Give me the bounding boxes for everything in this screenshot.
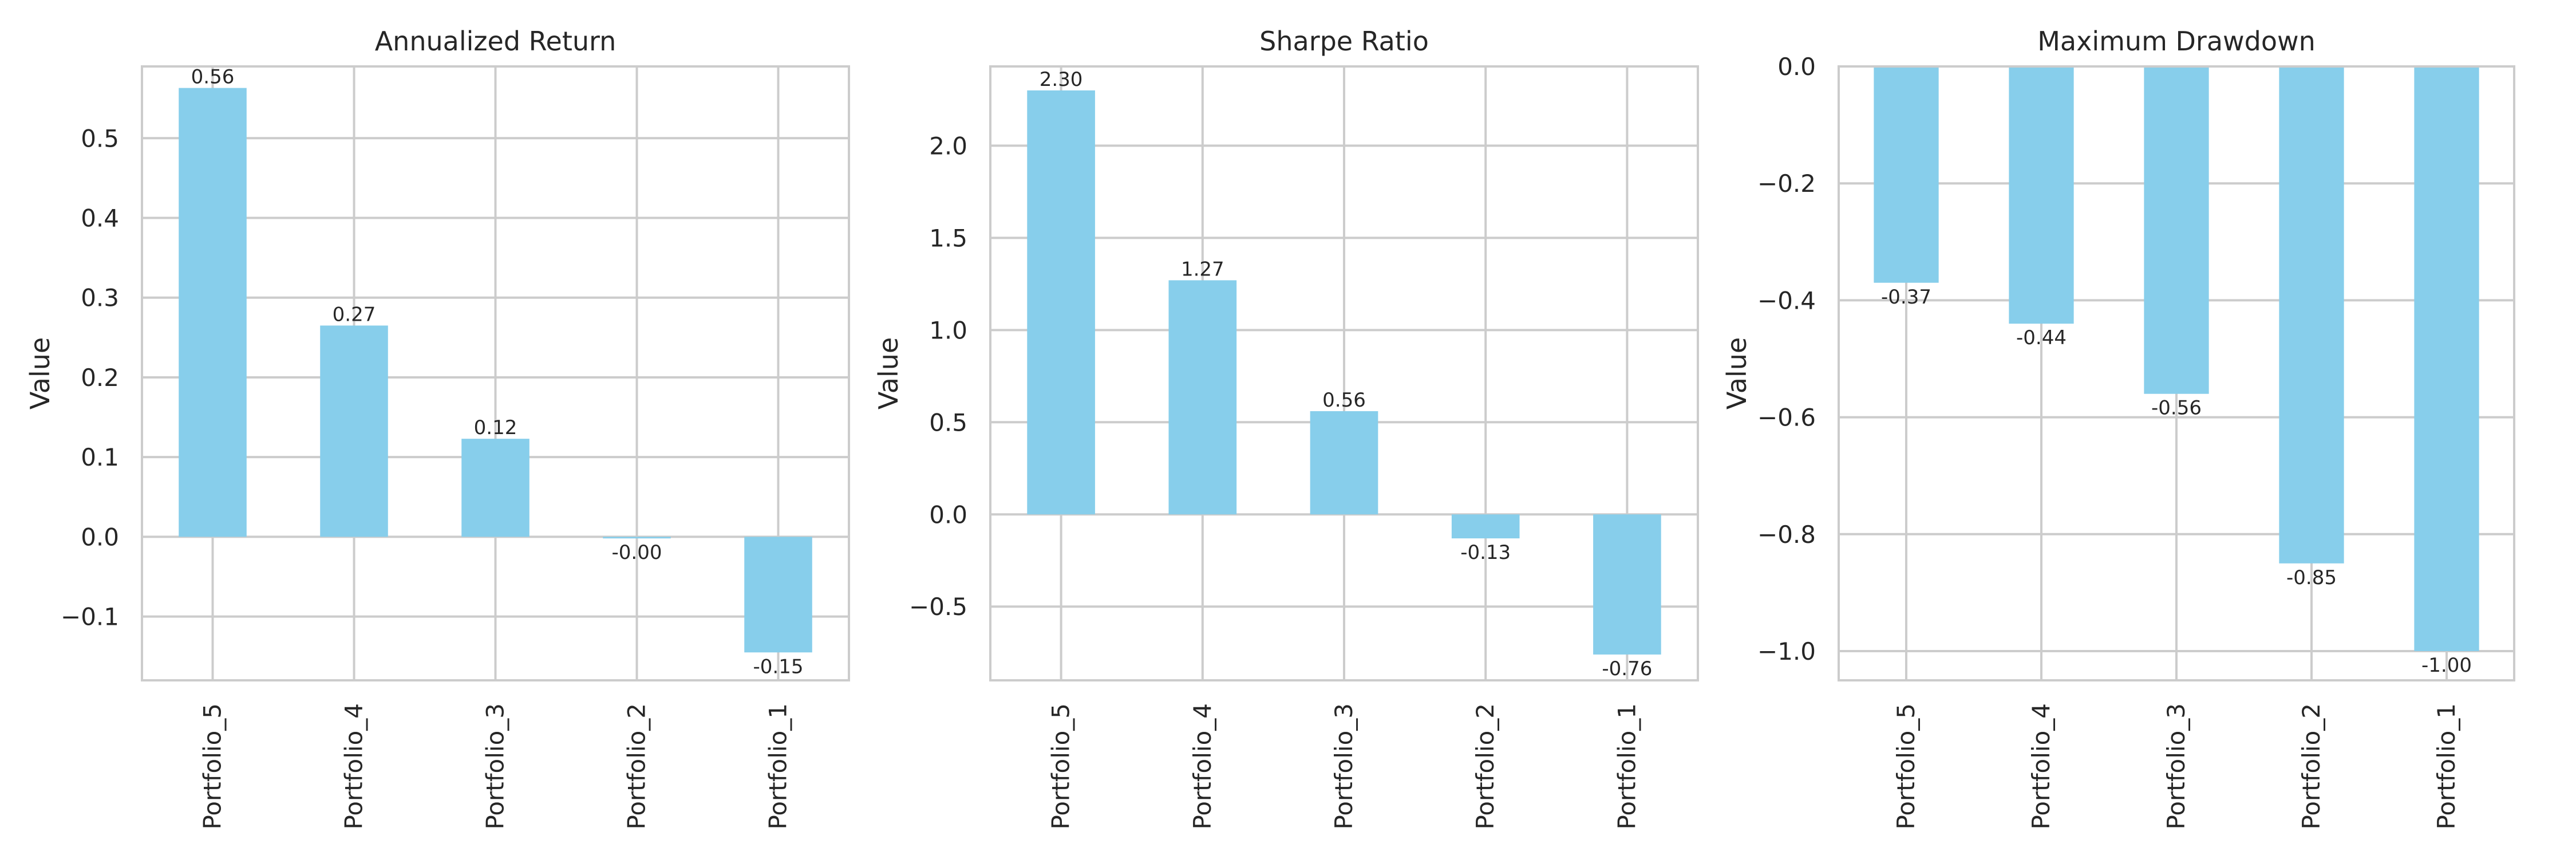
y-tick-label: 0.1	[81, 443, 119, 471]
bar-value-label: 0.56	[191, 66, 235, 89]
bar-value-label: 0.56	[1322, 389, 1366, 412]
bar-portfolio-2	[2279, 66, 2344, 564]
x-tick-label: Portfolio_3	[2162, 703, 2190, 830]
bar-portfolio-4	[1168, 280, 1237, 515]
bar-value-label: -0.37	[1881, 286, 1931, 309]
x-tick-label: Portfolio_2	[623, 703, 651, 830]
x-tick-label: Portfolio_1	[764, 703, 792, 830]
x-tick-label: Portfolio_4	[340, 703, 368, 830]
x-tick-label: Portfolio_1	[2432, 703, 2460, 830]
bar-value-label: -0.00	[612, 541, 662, 564]
x-tick-label: Portfolio_4	[1188, 703, 1216, 830]
bar-value-label: -0.85	[2286, 566, 2337, 589]
maximum-drawdown-chart: -0.37 -0.44 -0.56 -0.85 -1.00 −1.0 −0.8 −0.6 −0.…	[1721, 26, 2515, 830]
bar-portfolio-3	[2144, 66, 2209, 394]
bar-portfolio-5	[1874, 66, 1939, 283]
x-tick-label: Portfolio_5	[199, 703, 227, 830]
y-tick-label: 0.3	[81, 284, 119, 312]
y-tick-label: −0.8	[1757, 521, 1816, 549]
bar-value-label: -1.00	[2421, 654, 2472, 677]
y-tick-label: −0.6	[1757, 404, 1816, 432]
chart-title: Annualized Return	[375, 26, 617, 57]
bar-value-label: -0.15	[753, 655, 804, 678]
chart-title: Sharpe Ratio	[1259, 26, 1429, 57]
y-tick-label: 0.2	[81, 364, 119, 392]
bar-value-label: -0.13	[1460, 541, 1511, 564]
y-tick-label: 0.0	[81, 523, 119, 551]
bar-portfolio-5	[1027, 90, 1095, 515]
bar-portfolio-1	[1593, 514, 1661, 655]
bar-value-label: 1.27	[1181, 258, 1224, 281]
bar-portfolio-4	[2009, 66, 2074, 324]
x-tick-label: Portfolio_3	[1330, 703, 1358, 830]
bar-portfolio-3	[1310, 411, 1378, 515]
bar-value-label: -0.44	[2016, 326, 2067, 349]
y-tick-label: 0.0	[929, 501, 967, 529]
x-tick-label: Portfolio_2	[2297, 703, 2325, 830]
bar-value-label: -0.56	[2151, 397, 2202, 420]
chart-title: Maximum Drawdown	[2037, 26, 2316, 57]
y-tick-label: 1.5	[929, 224, 967, 252]
y-tick-label: −1.0	[1757, 637, 1816, 665]
x-tick-label: Portfolio_5	[1892, 703, 1920, 830]
y-tick-label: 0.4	[81, 204, 119, 233]
bar-value-label: 0.27	[333, 303, 376, 326]
y-axis-label: Value	[1721, 337, 1752, 409]
x-tick-label: Portfolio_2	[1471, 703, 1499, 830]
bar-portfolio-2	[603, 537, 671, 539]
bar-value-label: 2.30	[1040, 68, 1083, 91]
y-tick-label: 1.0	[929, 316, 967, 344]
bar-portfolio-2	[1451, 514, 1520, 539]
y-axis-label: Value	[873, 337, 904, 409]
bar-value-label: 0.12	[474, 416, 517, 439]
bar-portfolio-3	[461, 439, 530, 537]
x-tick-label: Portfolio_5	[1047, 703, 1075, 830]
bar-portfolio-4	[320, 325, 388, 537]
plot-frame	[141, 65, 850, 681]
y-tick-label: −0.2	[1757, 170, 1816, 198]
y-tick-label: 0.0	[1777, 53, 1816, 81]
bar-portfolio-1	[744, 537, 812, 653]
y-tick-label: 0.5	[81, 124, 119, 152]
y-axis-label: Value	[25, 337, 56, 409]
sharpe-ratio-chart: 2.30 1.27 0.56 -0.13 -0.76 −0.5 0.0 0.5 1.0 1.5 2.…	[873, 26, 1699, 830]
x-tick-label: Portfolio_1	[1613, 703, 1641, 830]
bar-portfolio-5	[179, 88, 247, 537]
x-tick-label: Portfolio_3	[481, 703, 509, 830]
bar-value-label: -0.76	[1602, 657, 1652, 680]
y-tick-label: −0.5	[909, 593, 967, 621]
y-tick-label: 0.5	[929, 408, 967, 436]
x-tick-label: Portfolio_4	[2027, 703, 2055, 830]
y-tick-label: −0.4	[1757, 286, 1816, 314]
bar-portfolio-1	[2414, 66, 2479, 651]
y-tick-label: −0.1	[61, 603, 119, 631]
y-tick-label: 2.0	[929, 132, 967, 160]
plot-frame	[1838, 65, 2515, 681]
plot-frame	[989, 65, 1699, 681]
annualized-return-chart: 0.56 0.27 0.12 -0.00 -0.15 −0.1 0.0 0.1 0.2 0.3 0.…	[25, 26, 850, 830]
